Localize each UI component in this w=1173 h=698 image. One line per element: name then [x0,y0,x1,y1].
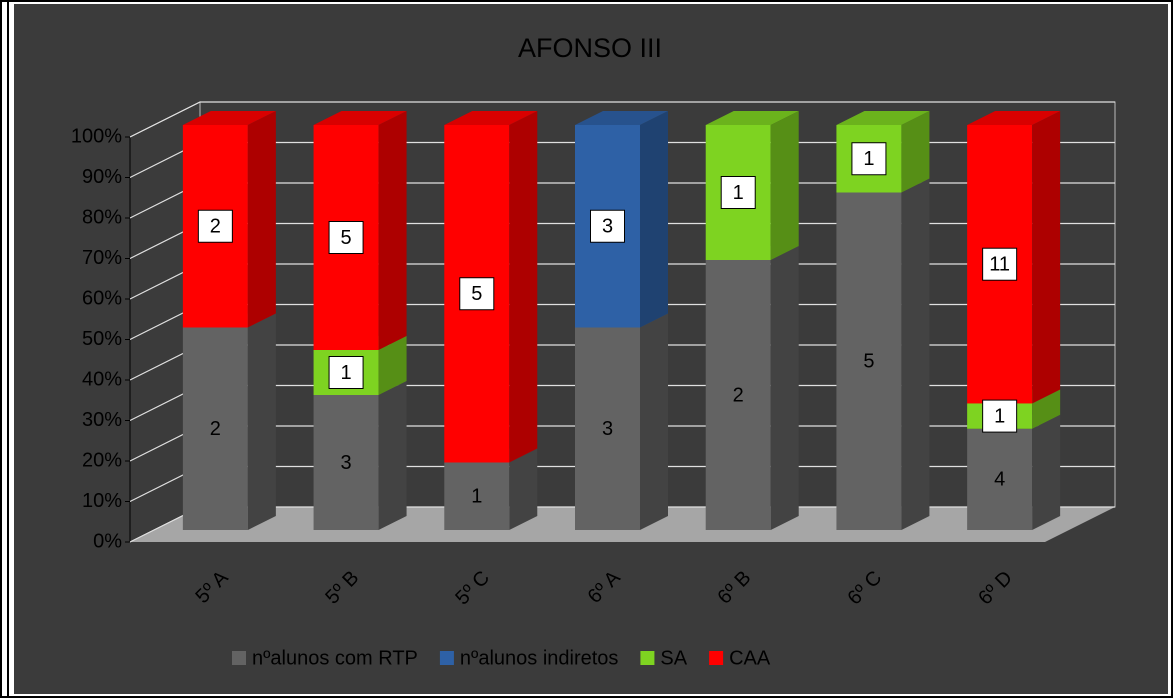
bar-side [378,111,407,350]
data-label: 2 [210,418,221,440]
data-label-box [590,209,625,243]
bar-side [901,111,930,193]
y-tick-label: 0% [93,530,122,552]
data-label: 1 [733,182,744,204]
bar-segment [313,111,407,350]
bar-front [705,260,771,530]
y-tick-label: 60% [82,287,122,309]
data-label-box [197,209,233,243]
bar-side [640,111,668,328]
y-tick-label: 80% [82,206,122,228]
data-label: 5 [471,283,482,305]
y-tick-label: 30% [82,409,122,431]
bar-top [313,111,407,125]
legend-swatch [709,651,724,665]
data-label: 5 [341,227,352,249]
legend-swatch [232,651,246,665]
data-label-box [720,176,756,209]
bar-front [444,462,510,530]
bar-front [575,327,640,530]
y-tick-label: 90% [82,166,122,188]
y-tick-label: 100% [71,125,122,147]
data-label: 1 [471,486,482,508]
data-label: 5 [863,351,874,373]
y-tick-label: 50% [82,328,122,350]
bar-side [640,313,668,530]
legend-swatch [640,651,655,665]
bar-segment [182,313,276,530]
data-label: 1 [341,362,352,384]
data-label: 1 [994,405,1005,427]
bar-front [313,395,379,530]
y-tick-label: 20% [82,449,122,471]
bar-side [901,178,930,530]
bar-top [967,111,1061,125]
chart-title: AFONSO III [518,33,662,63]
data-label-box [982,399,1018,433]
bar-top [444,111,538,125]
data-label: 3 [602,216,613,238]
data-label-box [982,247,1018,281]
bar-side [247,313,276,530]
bar-side [770,111,799,260]
data-label: 3 [341,452,352,474]
bar-segment [313,381,407,530]
bar-side [509,111,538,463]
bar-segment [705,246,799,530]
grid-line [129,101,1115,138]
bar-side [1032,414,1061,530]
bar-side [1032,389,1061,429]
bar-side [509,448,538,530]
y-tick-label: 10% [82,490,122,512]
data-label-box [459,277,495,311]
data-label-box [851,142,887,176]
bar-side [1032,111,1061,404]
data-label: 1 [863,148,874,170]
legend-label: nºalunos indiretos [460,647,619,669]
bar-side [247,111,276,328]
data-label-box [328,221,364,254]
y-tick-label: 40% [82,368,122,390]
legend-label: nºalunos com RTP [252,647,418,669]
data-label: 11 [989,254,1010,276]
legend-label: SA [660,647,687,669]
data-label: 2 [733,384,744,406]
bar-top [705,111,799,125]
data-label: 2 [210,216,221,238]
legend-swatch [439,651,454,665]
bar-front [836,192,902,530]
bar-segment [575,313,668,530]
bar-segment [444,111,538,463]
bar-side [770,246,799,530]
bar-side [378,381,407,530]
bar-top [836,111,930,125]
bar-side [378,336,407,395]
legend-label: CAA [729,647,771,669]
data-label: 4 [994,469,1005,491]
bar-top [182,111,276,125]
bar-front [182,327,248,530]
data-label-box [328,356,364,389]
y-tick-label: 70% [82,247,122,269]
bar-segment [836,178,930,530]
bar-top [575,111,668,125]
bar-front [967,428,1033,530]
data-label: 3 [602,418,613,440]
